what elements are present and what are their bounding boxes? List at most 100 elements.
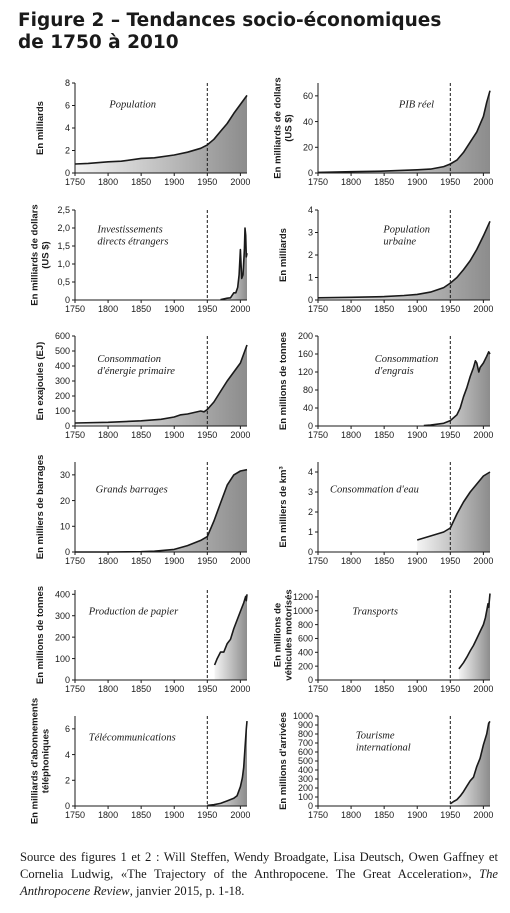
series-area (450, 721, 490, 806)
series-line (423, 351, 491, 427)
x-tick-label: 1800 (341, 430, 361, 440)
chart-panel: 0 1 2 3 4 1750 1800 1850 1900 1950 2000 Consommatio… (278, 462, 493, 566)
x-tick-label: 1900 (407, 430, 427, 440)
x-tick-label: 1950 (197, 684, 217, 694)
x-tick-label: 1750 (65, 810, 85, 820)
y-axis-label: En millions d'arrivées (278, 712, 289, 810)
x-tick-label: 1750 (65, 177, 85, 187)
series-area (417, 472, 490, 552)
figure-title-line1: Figure 2 – Tendances socio-économiques (18, 10, 442, 31)
x-tick-label: 1950 (197, 810, 217, 820)
y-tick-label: 1200 (293, 592, 313, 602)
x-tick-label: 1850 (374, 684, 394, 694)
x-tick-label: 1800 (98, 304, 118, 314)
y-tick-label: 1 (308, 527, 313, 537)
y-tick-label: 100 (298, 792, 313, 802)
chart-panel: 0 10 20 30 1750 1800 1850 1900 1950 2000 Grands ba… (35, 455, 250, 566)
series-line (458, 593, 491, 670)
x-tick-label: 1850 (374, 430, 394, 440)
y-tick-label: 2,0 (57, 223, 70, 233)
chart-annotation: d'énergie primaire (97, 366, 175, 377)
y-tick-label: 500 (298, 756, 313, 766)
x-tick-label: 1750 (308, 810, 328, 820)
y-tick-label: 0 (308, 421, 313, 431)
x-tick-label: 1800 (341, 810, 361, 820)
x-tick-label: 1800 (341, 556, 361, 566)
x-tick-label: 1750 (65, 430, 85, 440)
x-tick-label: 2000 (230, 556, 250, 566)
series-line (220, 227, 248, 301)
y-tick-label: 600 (298, 634, 313, 644)
x-tick-label: 1800 (98, 684, 118, 694)
x-tick-label: 1750 (308, 304, 328, 314)
x-tick-label: 1950 (197, 304, 217, 314)
x-tick-label: 1900 (407, 810, 427, 820)
x-tick-label: 2000 (230, 810, 250, 820)
y-tick-label: 300 (55, 611, 70, 621)
x-tick-label: 1850 (131, 304, 151, 314)
x-tick-label: 1800 (98, 810, 118, 820)
x-tick-label: 2000 (473, 430, 493, 440)
series-area (318, 221, 490, 300)
x-tick-label: 1950 (440, 684, 460, 694)
chart-annotation: urbaine (383, 237, 416, 248)
x-tick-label: 1850 (131, 556, 151, 566)
y-tick-label: 100 (55, 654, 70, 664)
y-tick-label: 200 (298, 783, 313, 793)
x-tick-label: 1900 (164, 556, 184, 566)
x-tick-label: 1850 (131, 810, 151, 820)
y-tick-label: 200 (298, 331, 313, 341)
x-tick-label: 1800 (98, 177, 118, 187)
y-tick-label: 200 (55, 391, 70, 401)
x-tick-label: 1900 (164, 684, 184, 694)
chart-annotation: Consommation d'eau (330, 485, 419, 496)
y-tick-label: 3 (308, 228, 313, 238)
y-tick-label: 0 (308, 547, 313, 557)
series-area (75, 469, 247, 552)
x-tick-label: 1950 (197, 177, 217, 187)
y-tick-label: 0 (308, 801, 313, 811)
x-tick-label: 2000 (230, 430, 250, 440)
x-tick-label: 2000 (473, 684, 493, 694)
y-tick-label: 0 (308, 168, 313, 178)
y-tick-label: 300 (55, 376, 70, 386)
source-note: Source des figures 1 et 2 : Will Steffen… (20, 849, 498, 901)
x-tick-label: 1750 (65, 684, 85, 694)
y-axis-label: En milliards (278, 228, 289, 282)
series-line (416, 471, 491, 541)
y-tick-label: 4 (308, 205, 313, 215)
y-tick-label: 60 (303, 91, 313, 101)
y-tick-label: 1 (308, 273, 313, 283)
chart-panel: 0 2 4 6 1750 1800 1850 1900 1950 2000 Télécommunic… (30, 698, 251, 824)
y-axis-label: En milliards de dollars (30, 204, 41, 305)
x-tick-label: 2000 (473, 177, 493, 187)
x-tick-label: 1900 (164, 430, 184, 440)
series-area (75, 345, 247, 426)
x-tick-label: 1800 (341, 177, 361, 187)
y-tick-label: 0 (308, 675, 313, 685)
chart-annotation: Grands barrages (96, 485, 168, 496)
y-tick-label: 800 (298, 729, 313, 739)
y-axis-label: (US $) (284, 114, 295, 141)
y-axis-label: (US $) (41, 241, 52, 268)
y-tick-label: 8 (65, 78, 70, 88)
y-tick-label: 200 (55, 632, 70, 642)
y-tick-label: 40 (303, 117, 313, 127)
y-axis-label: En millions de tonnes (278, 332, 289, 430)
y-tick-label: 2 (65, 146, 70, 156)
x-tick-label: 1800 (341, 684, 361, 694)
chart-annotation: Investissements (96, 225, 162, 236)
x-tick-label: 1850 (131, 684, 151, 694)
x-tick-label: 2000 (473, 556, 493, 566)
x-tick-label: 2000 (473, 810, 493, 820)
y-tick-label: 0 (65, 295, 70, 305)
y-tick-label: 20 (60, 496, 70, 506)
y-tick-label: 100 (55, 406, 70, 416)
series-area (220, 228, 247, 300)
y-axis-label: En milliers de km³ (278, 466, 289, 547)
y-tick-label: 800 (298, 620, 313, 630)
y-tick-label: 2 (308, 250, 313, 260)
x-tick-label: 1850 (374, 810, 394, 820)
y-tick-label: 400 (55, 589, 70, 599)
